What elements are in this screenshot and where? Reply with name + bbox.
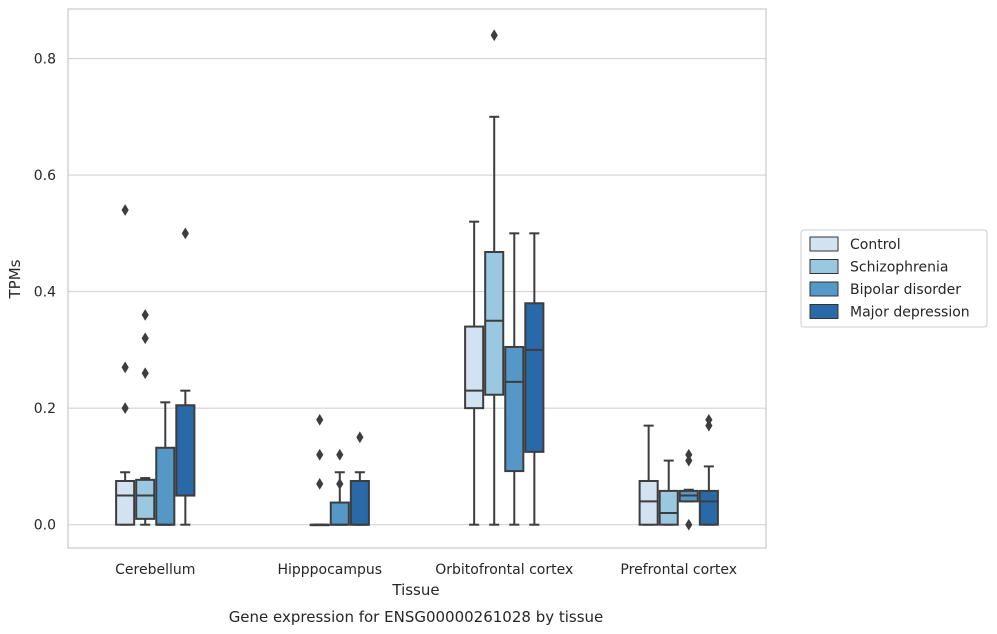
legend-label: Major depression — [850, 305, 970, 321]
box-control — [464, 220, 485, 526]
legend-label: Schizophrenia — [850, 260, 948, 276]
legend-swatch — [809, 304, 839, 319]
y-tick-label: 0.6 — [34, 168, 56, 184]
box-major-depression — [524, 232, 545, 526]
legend-swatch — [809, 281, 839, 297]
box-major-depression — [175, 389, 196, 526]
y-tick-label: 0.0 — [34, 518, 56, 534]
y-tick-label: 0.8 — [34, 52, 56, 68]
box-iqr — [524, 302, 545, 453]
box-iqr — [504, 345, 525, 473]
outlier-point — [336, 478, 344, 490]
outlier-point — [121, 402, 129, 415]
outlier-point — [121, 361, 129, 374]
box-bipolar-disorder — [155, 401, 176, 526]
legend-frame — [800, 229, 988, 328]
outliers — [121, 29, 713, 531]
outlier-point — [685, 448, 693, 461]
outlier-point — [121, 204, 129, 216]
outlier-point — [141, 332, 149, 345]
outlier-point — [490, 29, 498, 42]
legend-swatch — [809, 259, 839, 274]
outlier-point — [685, 518, 693, 531]
outlier-point — [705, 413, 713, 426]
x-tick-labels: Cerebellum Hipppocampus Orbitofrontal cort… — [115, 562, 737, 578]
outlier-point — [181, 227, 189, 240]
legend: Control Schizophrenia Bipolar disorder Majo… — [800, 229, 988, 328]
box-iqr — [698, 489, 719, 526]
box-iqr — [135, 478, 156, 520]
box-iqr — [484, 250, 505, 396]
outlier-point — [316, 413, 324, 426]
box-control — [638, 424, 659, 526]
legend-swatch — [809, 236, 839, 252]
box-iqr — [349, 479, 370, 526]
box-schizophrenia — [484, 115, 505, 526]
x-tick-label: Prefrontal cortex — [620, 562, 737, 578]
box-schizophrenia — [135, 477, 156, 526]
x-tick-label: Orbitofrontal cortex — [435, 562, 573, 578]
legend-label: Bipolar disorder — [850, 282, 961, 298]
box-iqr — [658, 489, 679, 526]
box-schizophrenia — [309, 523, 330, 527]
box-iqr — [155, 446, 176, 526]
y-tick-label: 0.4 — [34, 285, 56, 301]
box-iqr — [329, 501, 350, 526]
box-control — [115, 471, 136, 526]
boxes — [115, 115, 719, 527]
box-major-depression — [349, 471, 370, 526]
outlier-point — [316, 478, 324, 490]
box-schizophrenia — [658, 459, 679, 526]
box-bipolar-disorder — [329, 471, 350, 526]
y-tick-label: 0.2 — [34, 401, 56, 417]
x-axis-title: Tissue — [391, 581, 439, 599]
x-tick-label: Hipppocampus — [277, 562, 382, 578]
outlier-point — [316, 448, 324, 461]
chart-caption: Gene expression for ENSG00000261028 by t… — [229, 608, 604, 626]
box-iqr — [464, 325, 485, 410]
legend-label: Control — [850, 237, 901, 253]
y-tick-labels: 0.0 0.2 0.4 0.6 0.8 — [34, 52, 56, 534]
y-axis-title: TPMs — [6, 259, 24, 299]
box-major-depression — [698, 465, 719, 526]
box-iqr — [638, 479, 659, 526]
outlier-point — [141, 309, 149, 321]
x-tick-label: Cerebellum — [115, 562, 195, 578]
box-bipolar-disorder — [504, 232, 525, 526]
box-iqr — [175, 404, 196, 497]
box-bipolar-disorder — [678, 488, 699, 503]
plot-frame — [67, 8, 767, 549]
outlier-point — [141, 367, 149, 380]
outlier-point — [336, 448, 344, 461]
box-iqr — [115, 479, 136, 526]
outlier-point — [356, 431, 364, 444]
